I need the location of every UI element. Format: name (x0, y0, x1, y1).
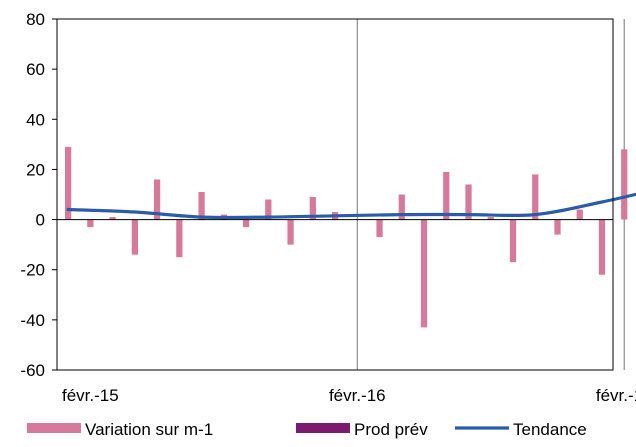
y-tick-label: 40 (26, 110, 45, 129)
variation-bar (598, 219, 606, 275)
trend-line (66, 192, 636, 220)
legend-label: Prod prév (354, 420, 428, 439)
variation-bar (621, 149, 628, 220)
variation-bar (198, 191, 205, 220)
variation-bar (242, 219, 250, 228)
x-tick-label: févr.-17 (596, 386, 636, 405)
axes: 80 60 40 20 0 -20 -40 -60 févr.-15 févr.-16 févr.-… (20, 10, 636, 405)
trend-line-layer (66, 192, 636, 220)
y-tick-label: -40 (20, 311, 45, 330)
variation-bar (287, 219, 294, 245)
variation-bar (532, 174, 539, 220)
variation-bar (509, 219, 517, 263)
variation-bar (376, 219, 383, 238)
y-tick-label: 20 (26, 160, 45, 179)
plot-frame (56, 18, 614, 371)
variation-bar (176, 219, 183, 258)
variation-bar (65, 146, 72, 220)
variation-bar (443, 171, 450, 220)
x-tick-label: févr.-16 (329, 386, 386, 405)
y-tick-label: -20 (20, 261, 45, 280)
variation-bar (87, 219, 94, 228)
y-tick-label: 80 (26, 10, 45, 29)
variation-bar (398, 194, 405, 220)
y-tick-label: 60 (26, 60, 45, 79)
variation-bar (265, 199, 272, 220)
legend-label: Tendance (513, 420, 587, 439)
legend: Variation sur m-1 Prod prév Tendance (27, 420, 587, 439)
legend-label: Variation sur m-1 (85, 420, 213, 439)
variation-bar (576, 209, 583, 220)
variation-bar (153, 179, 161, 220)
variation-bar (131, 219, 138, 255)
variation-bar (465, 184, 472, 220)
y-tick-label: -60 (20, 361, 45, 380)
x-tick-label: févr.-15 (62, 386, 119, 405)
variation-bar (554, 219, 561, 235)
legend-swatch (27, 423, 81, 433)
variation-bar (309, 197, 316, 220)
variation-bar (109, 217, 116, 220)
y-tick-label: 0 (36, 211, 45, 230)
legend-swatch (296, 423, 350, 433)
variation-bar (420, 219, 428, 328)
bars (65, 146, 628, 328)
variation-bar (487, 217, 494, 220)
